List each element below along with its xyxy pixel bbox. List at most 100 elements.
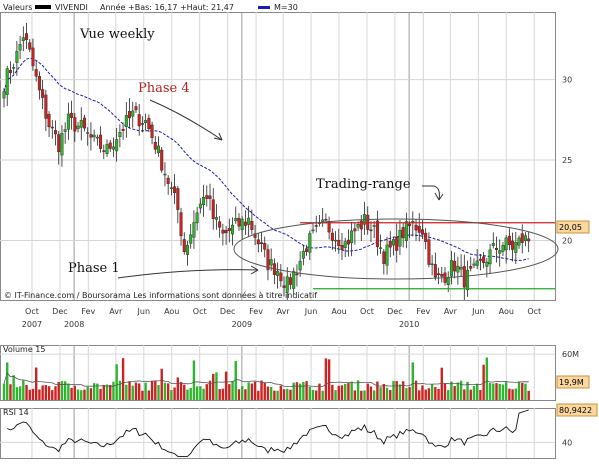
candle-body bbox=[292, 271, 296, 289]
volume-bar bbox=[443, 383, 447, 400]
candle-body bbox=[282, 285, 286, 288]
volume-bar bbox=[163, 382, 167, 400]
volume-bar bbox=[360, 390, 363, 400]
candle-body bbox=[150, 124, 154, 139]
volume-bar bbox=[195, 386, 199, 400]
candle-body bbox=[179, 212, 183, 237]
candle-body bbox=[41, 89, 45, 98]
candle-body bbox=[124, 115, 128, 127]
volume-bar bbox=[22, 380, 25, 400]
symbol-label: VIVENDI bbox=[55, 3, 88, 12]
candle-body bbox=[446, 277, 450, 285]
candle-body bbox=[218, 221, 222, 228]
candle-body bbox=[247, 217, 251, 225]
volume-bar bbox=[337, 385, 340, 400]
candle-body bbox=[108, 142, 112, 149]
volume-last-value-box: 19,9M bbox=[556, 375, 590, 389]
candle-body bbox=[395, 236, 399, 251]
volume-bar bbox=[527, 390, 530, 400]
month-tick-label: Jun bbox=[304, 307, 318, 316]
phase4-annotation: Phase 4 bbox=[138, 81, 190, 96]
candle-body bbox=[208, 195, 212, 199]
candle-body bbox=[311, 229, 315, 232]
candle-body bbox=[79, 120, 83, 128]
price-tick-label: 30 bbox=[562, 76, 572, 85]
volume-last-value: 19,9M bbox=[559, 378, 584, 387]
volume-bar bbox=[80, 390, 83, 400]
volume-bar bbox=[353, 390, 357, 400]
volume-bar bbox=[99, 388, 102, 400]
volume-bar bbox=[289, 389, 292, 400]
volume-tick-label: 60M bbox=[562, 350, 579, 359]
candle-body bbox=[140, 123, 144, 125]
volume-bar bbox=[305, 381, 308, 400]
candle-body bbox=[269, 259, 273, 266]
candle-body bbox=[511, 240, 515, 250]
month-tick-label: Oct bbox=[527, 307, 541, 316]
volume-bar bbox=[131, 385, 134, 400]
rsi-last-value: 80,9422 bbox=[559, 406, 592, 415]
candle-body bbox=[501, 245, 505, 252]
candle-body bbox=[295, 273, 299, 276]
candle-body bbox=[285, 276, 289, 293]
candle-body bbox=[60, 132, 64, 156]
volume-bar bbox=[83, 389, 86, 400]
volume-bar bbox=[202, 388, 205, 400]
volume-bar bbox=[179, 382, 183, 400]
candle-body bbox=[321, 219, 325, 222]
candle-body bbox=[73, 117, 77, 132]
volume-bar bbox=[237, 389, 241, 400]
volume-bar bbox=[466, 381, 469, 400]
volume-bar bbox=[524, 383, 527, 400]
month-tick-label: Aou bbox=[499, 307, 514, 316]
volume-bar bbox=[282, 389, 286, 400]
volume-bar bbox=[366, 383, 369, 400]
candle-body bbox=[523, 235, 527, 241]
candle-body bbox=[507, 235, 511, 245]
volume-bar bbox=[18, 386, 22, 400]
candle-body bbox=[115, 139, 119, 152]
candle-body bbox=[404, 221, 408, 241]
candle-body bbox=[401, 227, 405, 239]
volume-bar bbox=[60, 381, 64, 400]
volume-bar bbox=[92, 383, 96, 400]
volume-bar bbox=[28, 389, 31, 400]
candle-body bbox=[227, 228, 231, 231]
candle-body bbox=[504, 237, 508, 251]
volume-bar bbox=[34, 367, 38, 400]
volume-bar bbox=[508, 388, 511, 400]
candle-body bbox=[388, 241, 392, 248]
volume-bar bbox=[295, 382, 299, 400]
month-tick-label: Oct bbox=[193, 307, 207, 316]
volume-bar bbox=[73, 385, 77, 400]
phase4-arrow bbox=[149, 99, 223, 141]
candle-body bbox=[417, 225, 421, 233]
candle-body bbox=[195, 212, 199, 224]
candle-body bbox=[34, 69, 38, 77]
candle-body bbox=[346, 239, 350, 245]
volume-bar bbox=[47, 386, 51, 400]
volume-bar bbox=[514, 388, 518, 400]
volume-bar bbox=[67, 383, 70, 400]
candle-body bbox=[134, 106, 138, 111]
volume-average-line bbox=[3, 372, 529, 388]
volume-bar bbox=[57, 381, 60, 400]
candle-body bbox=[240, 218, 244, 231]
candle-body bbox=[330, 232, 334, 241]
month-tick-label: Aou bbox=[331, 307, 346, 316]
volume-bar bbox=[498, 383, 501, 400]
price-tick-label: 25 bbox=[562, 156, 572, 165]
volume-bar bbox=[392, 380, 395, 400]
candle-body bbox=[256, 239, 260, 245]
volume-bar bbox=[488, 382, 492, 400]
candle-body bbox=[86, 132, 90, 134]
volume-bar bbox=[128, 381, 131, 400]
candle-body bbox=[169, 187, 173, 189]
volume-bar bbox=[76, 389, 80, 400]
candle-body bbox=[472, 263, 476, 266]
volume-bar bbox=[15, 387, 19, 400]
volume-bar bbox=[125, 384, 128, 400]
candle-body bbox=[324, 218, 328, 221]
candle-body bbox=[288, 277, 292, 285]
candle-body bbox=[337, 239, 341, 247]
